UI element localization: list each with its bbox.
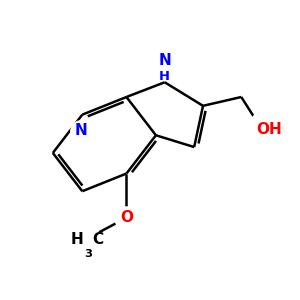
- Text: OH: OH: [256, 122, 282, 137]
- Text: C: C: [93, 232, 104, 247]
- Text: 3: 3: [84, 249, 92, 259]
- Text: O: O: [120, 210, 133, 225]
- Text: H: H: [159, 70, 170, 83]
- Text: N: N: [74, 123, 87, 138]
- Text: N: N: [158, 53, 171, 68]
- Text: H: H: [71, 232, 84, 247]
